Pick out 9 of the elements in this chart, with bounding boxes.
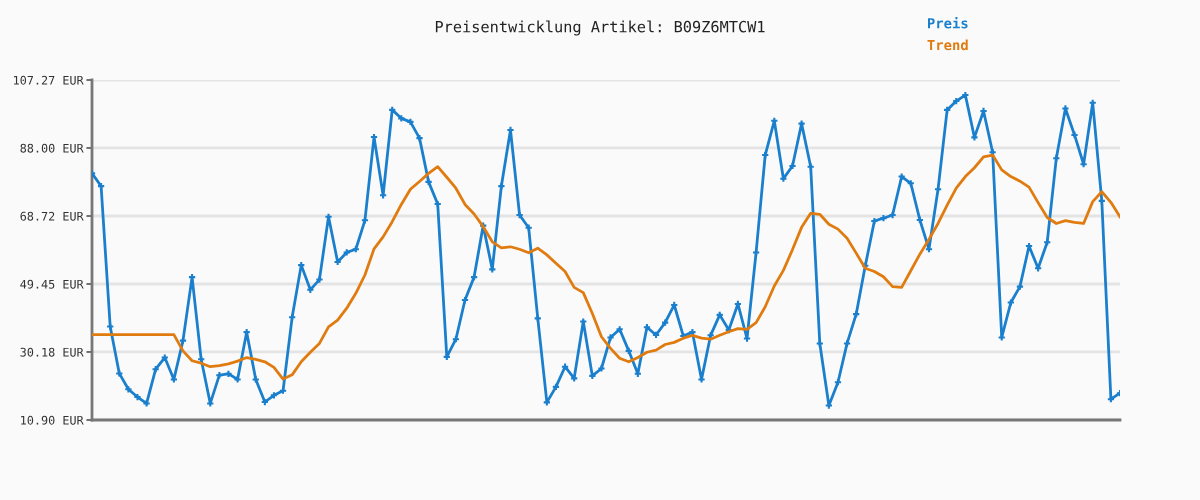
text: Trend	[927, 39, 968, 51]
y-tick-label: 49.45 EUR	[20, 279, 84, 289]
y-tick-label: 107.27 EUR	[14, 75, 84, 85]
y-tick-label: 68.72 EUR	[20, 211, 84, 221]
y-tick-label: 10.90 EUR	[21, 415, 84, 425]
y-tick-label: 30.18 EUR	[20, 347, 84, 357]
y-tick-label: 88.00 EUR	[20, 143, 84, 153]
chart-title: Preisentwicklung Artikel: B09Z6MTCW1	[435, 20, 765, 36]
text: Preis	[928, 16, 968, 29]
